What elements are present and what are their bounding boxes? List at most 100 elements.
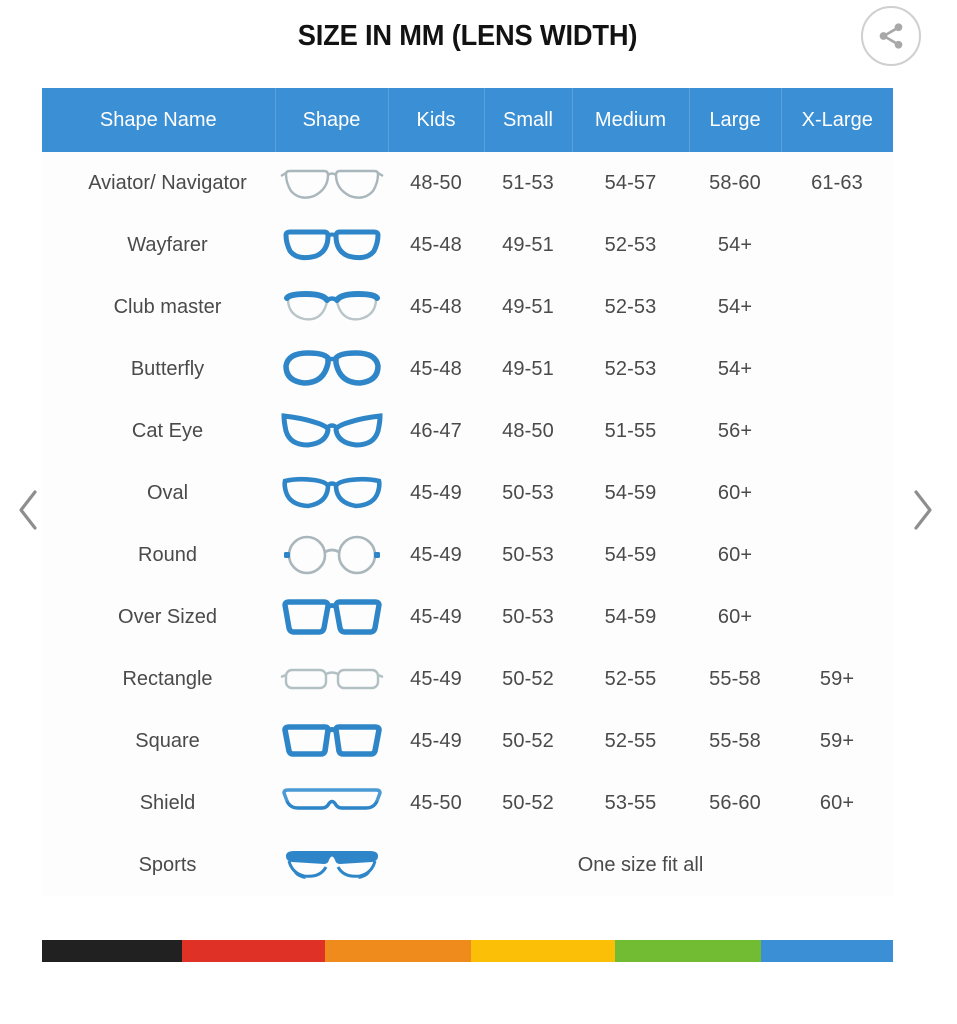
size-xlarge-cell	[781, 276, 893, 338]
column-header-shape[interactable]: Shape	[275, 88, 389, 152]
shape-name-cell: Club master	[42, 276, 275, 338]
right-gutter	[893, 0, 957, 940]
size-chart-card: SIZE IN MM (LENS WIDTH) Shape Name Shape…	[42, 0, 893, 896]
size-kids-cell: 45-49	[388, 462, 484, 524]
shape-name-cell: Sports	[42, 834, 275, 896]
column-header-shape-name[interactable]: Shape Name	[42, 88, 276, 152]
table-row: Oval 45-49	[42, 462, 893, 524]
table-header: Shape Name Shape Kids Small Medium Large…	[42, 88, 893, 152]
share-icon	[876, 21, 906, 51]
size-xlarge-cell	[781, 586, 893, 648]
size-medium-cell: 52-53	[572, 338, 689, 400]
size-kids-cell: 45-48	[388, 338, 484, 400]
shape-name-cell: Round	[42, 524, 275, 586]
column-header-medium[interactable]: Medium	[572, 88, 690, 152]
color-segment-orange	[324, 940, 472, 962]
size-large-cell: 54+	[689, 214, 781, 276]
square-glasses-icon	[280, 724, 384, 757]
table-row: Club master	[42, 276, 893, 338]
table-body: Aviator/ Navigator	[42, 152, 893, 896]
shape-icon-cell	[275, 648, 388, 710]
size-small-cell: 48-50	[484, 400, 572, 462]
table-row: Wayfarer 45-48	[42, 214, 893, 276]
wayfarer-glasses-icon	[280, 229, 384, 261]
one-size-cell: One size fit all	[388, 834, 893, 896]
size-large-cell: 56+	[689, 400, 781, 462]
shape-icon-cell	[275, 834, 388, 896]
table-row: Round	[42, 524, 893, 586]
shape-name-cell: Cat Eye	[42, 400, 275, 462]
size-medium-cell: 54-59	[572, 462, 689, 524]
color-segment-red	[181, 940, 325, 962]
rectangle-glasses-icon	[280, 667, 384, 690]
carousel-prev-button[interactable]	[8, 484, 48, 540]
shape-icon-cell	[275, 400, 388, 462]
size-xlarge-cell	[781, 400, 893, 462]
size-medium-cell: 52-53	[572, 276, 689, 338]
table-row: Shield	[42, 772, 893, 834]
size-medium-cell: 54-59	[572, 524, 689, 586]
table-row: Butterfly 45-48	[42, 338, 893, 400]
size-small-cell: 51-53	[484, 152, 572, 214]
table-row: Rectangle	[42, 648, 893, 710]
carousel-next-button[interactable]	[903, 484, 943, 540]
oversized-glasses-icon	[280, 599, 384, 635]
size-xlarge-cell: 60+	[781, 772, 893, 834]
column-header-xlarge[interactable]: X-Large	[801, 108, 873, 131]
size-large-cell: 60+	[689, 462, 781, 524]
size-large-cell: 56-60	[689, 772, 781, 834]
size-xlarge-cell	[781, 214, 893, 276]
table-header-row: Shape Name Shape Kids Small Medium Large…	[42, 88, 893, 152]
share-button[interactable]	[861, 6, 921, 66]
table-row: Square 45-49	[42, 710, 893, 772]
color-segment-blue	[760, 940, 893, 962]
size-xlarge-cell	[781, 524, 893, 586]
size-small-cell: 50-53	[484, 524, 572, 586]
chevron-right-icon	[910, 488, 936, 537]
size-small-cell: 50-52	[484, 710, 572, 772]
shape-icon-cell	[275, 338, 388, 400]
size-kids-cell: 45-49	[388, 710, 484, 772]
shield-glasses-icon	[280, 788, 384, 813]
size-medium-cell: 52-55	[572, 648, 689, 710]
butterfly-glasses-icon	[280, 350, 384, 386]
size-kids-cell: 45-48	[388, 214, 484, 276]
shape-icon-cell	[275, 524, 388, 586]
size-medium-cell: 52-53	[572, 214, 689, 276]
oval-glasses-icon	[280, 476, 384, 509]
size-large-cell: 54+	[689, 338, 781, 400]
table-row: Sports	[42, 834, 893, 896]
color-segment-yellow	[471, 940, 616, 962]
size-small-cell: 49-51	[484, 276, 572, 338]
sports-glasses-icon	[280, 851, 384, 879]
size-xlarge-cell: 59+	[781, 648, 893, 710]
size-kids-cell: 45-49	[388, 648, 484, 710]
table-row: Over Sized 45-49	[42, 586, 893, 648]
page-title: SIZE IN MM (LENS WIDTH)	[297, 20, 638, 52]
size-small-cell: 50-53	[484, 586, 572, 648]
size-kids-cell: 46-47	[388, 400, 484, 462]
left-gutter	[0, 0, 42, 940]
shape-icon-cell	[275, 276, 388, 338]
size-xlarge-cell: 61-63	[781, 152, 893, 214]
bottom-area	[0, 962, 957, 1024]
column-header-kids[interactable]: Kids	[388, 88, 485, 152]
size-large-cell: 60+	[689, 586, 781, 648]
shape-name-cell: Butterfly	[42, 338, 275, 400]
size-large-cell: 55-58	[689, 710, 781, 772]
shape-name-cell: Square	[42, 710, 275, 772]
column-header-large[interactable]: Large	[689, 88, 782, 152]
title-bar: SIZE IN MM (LENS WIDTH)	[42, 0, 893, 88]
color-segment-green	[615, 940, 761, 962]
size-kids-cell: 45-50	[388, 772, 484, 834]
shape-name-cell: Over Sized	[42, 586, 275, 648]
size-medium-cell: 53-55	[572, 772, 689, 834]
size-small-cell: 49-51	[484, 338, 572, 400]
size-xlarge-cell	[781, 338, 893, 400]
size-small-cell: 50-53	[484, 462, 572, 524]
column-header-small[interactable]: Small	[484, 88, 573, 152]
aviator-glasses-icon	[279, 169, 384, 199]
chevron-left-icon	[15, 488, 41, 537]
size-medium-cell: 54-59	[572, 586, 689, 648]
